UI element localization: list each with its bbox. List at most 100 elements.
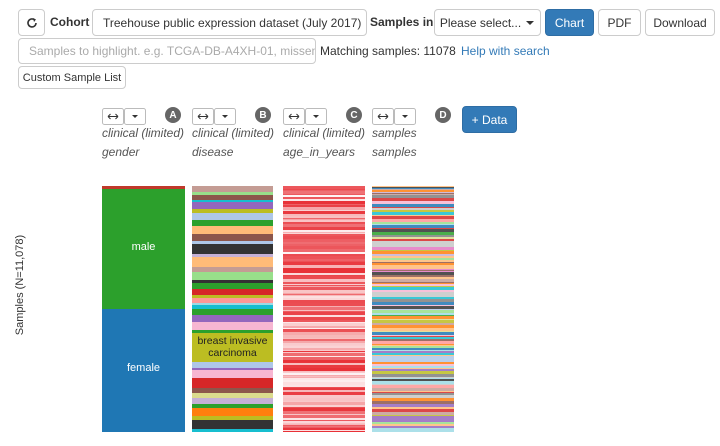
age-stripe	[283, 273, 365, 275]
sample-stripe	[372, 331, 454, 332]
age-stripe	[283, 287, 365, 290]
sample-stripe	[372, 310, 454, 313]
sample-stripe	[372, 256, 454, 258]
column-source: clinical (limited)	[192, 126, 275, 140]
chart-button[interactable]: Chart	[545, 9, 594, 36]
column-buttons[interactable]	[102, 108, 146, 125]
column-controls[interactable]	[283, 108, 327, 125]
help-link[interactable]: Help with search	[461, 44, 550, 58]
age-stripe	[283, 371, 365, 372]
search-input[interactable]: Samples to highlight. e.g. TCGA-DB-A4XH-…	[18, 38, 316, 64]
age-stripe	[283, 322, 365, 323]
age-stripe	[283, 233, 365, 234]
sample-stripe	[372, 426, 454, 428]
age-stripe	[283, 382, 365, 385]
sample-stripe	[372, 188, 454, 189]
age-stripe	[283, 310, 365, 311]
sample-stripe	[372, 286, 454, 287]
sample-stripe	[372, 215, 454, 216]
age-stripe	[283, 232, 365, 233]
disease-stripe	[192, 257, 273, 267]
sample-stripe	[372, 407, 454, 409]
column-controls[interactable]	[192, 108, 236, 125]
age-stripe	[283, 190, 365, 191]
pdf-button[interactable]: PDF	[598, 9, 641, 36]
age-stripe	[283, 368, 365, 371]
y-axis-label: Samples (N=11,078)	[14, 234, 26, 336]
column-buttons[interactable]	[283, 108, 327, 125]
sample-stripe	[372, 328, 454, 331]
sample-stripe	[372, 207, 454, 208]
age-stripe	[283, 293, 365, 294]
sample-stripe	[372, 344, 454, 345]
disease-block	[192, 333, 273, 362]
sample-stripe	[372, 369, 454, 371]
add-data-button[interactable]: + Data	[462, 106, 517, 133]
sample-stripe	[372, 229, 454, 232]
sample-stripe	[372, 263, 454, 265]
age-stripe	[283, 216, 365, 218]
column-buttons[interactable]	[372, 108, 416, 125]
sample-stripe	[372, 345, 454, 346]
sample-stripe	[372, 250, 454, 251]
sample-stripe	[372, 384, 454, 385]
samples-in-select[interactable]: Please select...	[434, 9, 541, 36]
age-stripe	[283, 311, 365, 312]
sample-stripe	[372, 381, 454, 384]
age-stripe	[283, 376, 365, 377]
sample-stripe	[372, 254, 454, 256]
sample-stripe	[372, 351, 454, 353]
disease-stripe	[192, 244, 273, 254]
samples-in-value: Please select...	[439, 15, 522, 30]
age-stripe	[283, 254, 365, 256]
disease-stripe	[192, 267, 273, 272]
sample-stripe	[372, 269, 454, 270]
age-stripe	[283, 395, 365, 398]
sample-stripe	[372, 261, 454, 262]
age-stripe	[283, 351, 365, 352]
column-buttons[interactable]	[192, 108, 236, 125]
sample-stripe	[372, 356, 454, 359]
sample-stripe	[372, 216, 454, 219]
age-stripe	[283, 430, 365, 431]
age-stripe	[283, 348, 365, 350]
caret	[365, 20, 366, 26]
age-stripe	[283, 380, 365, 382]
disease-stripe	[192, 404, 273, 408]
sample-stripe	[372, 219, 454, 222]
cohort-select[interactable]: Treehouse public expression dataset (Jul…	[92, 9, 367, 36]
disease-stripe	[192, 393, 273, 398]
age-stripe	[283, 276, 365, 279]
age-stripe	[283, 186, 365, 189]
refresh-button[interactable]	[18, 9, 45, 36]
column-letter: B	[255, 107, 271, 123]
sample-stripe	[372, 398, 454, 401]
age-stripe	[283, 372, 365, 373]
disease-stripe	[192, 322, 273, 330]
sample-stripe	[372, 430, 454, 432]
sample-stripe	[372, 208, 454, 210]
age-stripe	[283, 426, 365, 427]
age-stripe	[283, 194, 365, 195]
disease-stripe	[192, 272, 273, 280]
sample-stripe	[372, 241, 454, 244]
age-stripe	[283, 189, 365, 190]
age-stripe	[283, 421, 365, 423]
column-field: disease	[192, 145, 234, 159]
age-stripe	[283, 365, 365, 368]
column-controls[interactable]	[372, 108, 416, 125]
age-stripe	[283, 279, 365, 282]
age-stripe	[283, 338, 365, 339]
sample-stripe	[372, 366, 454, 368]
age-stripe	[283, 298, 365, 300]
sample-stripe	[372, 419, 454, 422]
sample-stripe	[372, 302, 454, 305]
column-source: clinical (limited)	[283, 126, 366, 140]
custom-list-button[interactable]: Custom Sample List	[18, 66, 126, 89]
sample-stripe	[372, 224, 454, 225]
download-button[interactable]: Download	[645, 9, 715, 36]
age-stripe	[283, 345, 365, 346]
column-controls[interactable]	[102, 108, 146, 125]
age-stripe	[283, 323, 365, 326]
sample-stripe	[372, 247, 454, 250]
